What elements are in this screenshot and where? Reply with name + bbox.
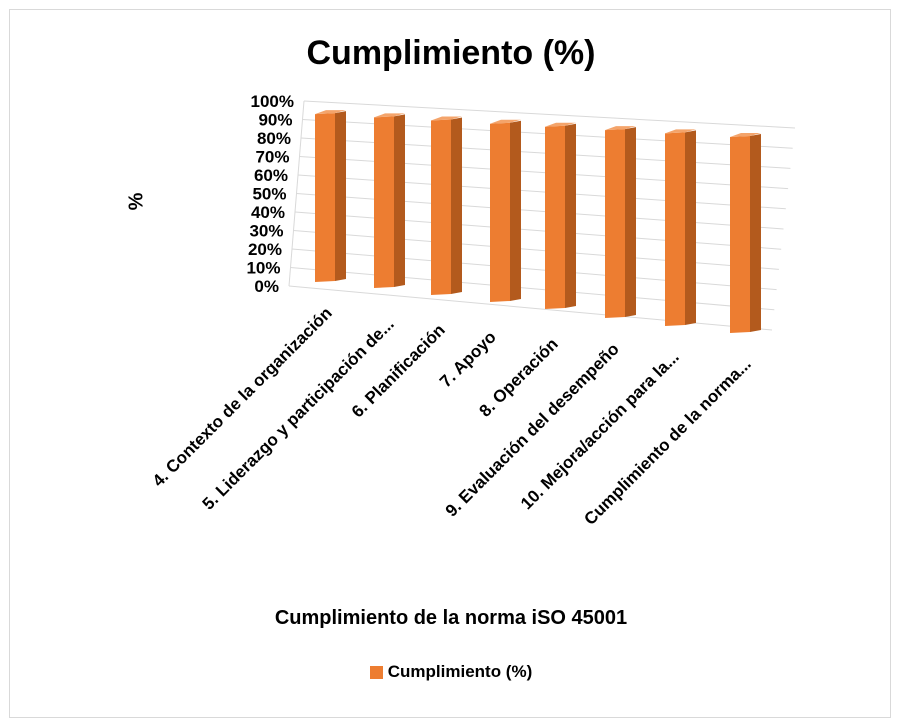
- x-tick-label: Cumplimiento de la norma...: [580, 354, 754, 528]
- gridline: [297, 174, 786, 210]
- bar: [665, 129, 696, 326]
- y-tick-label: 60%: [254, 166, 288, 185]
- bar-front: [665, 132, 685, 326]
- y-tick-label: 70%: [255, 148, 289, 167]
- y-tick-label: 40%: [251, 203, 285, 222]
- bar-side: [394, 114, 405, 287]
- legend-swatch: [369, 665, 383, 679]
- bar-top: [374, 113, 405, 118]
- gridlines: [288, 100, 796, 331]
- axis-wall: [288, 100, 305, 287]
- y-tick-label: 100%: [251, 92, 294, 111]
- gridline: [296, 193, 784, 230]
- bar-side: [685, 130, 696, 325]
- y-tick-label: 0%: [254, 277, 279, 296]
- gridline: [303, 100, 796, 129]
- bar-top: [605, 126, 636, 131]
- y-tick-label: 80%: [257, 129, 291, 148]
- bar-front: [490, 122, 510, 302]
- bar-side: [335, 111, 346, 281]
- bar-front: [374, 116, 394, 288]
- y-tick-label: 20%: [248, 240, 282, 259]
- bar-top: [490, 119, 521, 124]
- y-tick-label: 30%: [249, 222, 283, 241]
- bar: [730, 132, 761, 333]
- y-axis-ticks: 0%10%20%30%40%50%60%70%80%90%100%: [246, 92, 294, 296]
- bar-side: [510, 120, 521, 301]
- gridline: [288, 285, 773, 331]
- bar-front: [431, 119, 451, 296]
- gridline: [291, 248, 777, 291]
- bar: [605, 126, 636, 318]
- gridline: [294, 211, 782, 250]
- bar-top: [665, 129, 696, 134]
- bar: [374, 113, 405, 288]
- bar-side: [451, 117, 462, 295]
- y-tick-label: 10%: [246, 259, 280, 278]
- gridline: [293, 230, 779, 270]
- legend: Cumplimiento (%): [0, 662, 902, 682]
- y-tick-label: 90%: [258, 111, 292, 130]
- bar: [490, 119, 521, 302]
- bar: [315, 110, 346, 282]
- bar: [431, 116, 462, 296]
- gridline: [290, 267, 775, 311]
- bar-top: [545, 122, 576, 127]
- bar-side: [625, 127, 636, 317]
- bars: [315, 110, 761, 333]
- bar-side: [750, 133, 761, 332]
- bar-front: [315, 113, 335, 282]
- y-tick-label: 50%: [252, 185, 286, 204]
- bar-front: [730, 135, 750, 333]
- bar: [545, 122, 576, 309]
- chart-title: Cumplimiento (%): [306, 34, 596, 72]
- bar-front: [605, 129, 625, 318]
- bar-top: [730, 132, 761, 137]
- gridline: [299, 156, 789, 190]
- legend-label: Cumplimiento (%): [387, 662, 533, 681]
- bar-top: [315, 110, 346, 115]
- bar-front: [545, 125, 565, 309]
- bar-top: [431, 116, 462, 121]
- x-axis-title: Cumplimiento de la norma iSO 45001: [274, 607, 628, 629]
- bar-side: [565, 123, 576, 308]
